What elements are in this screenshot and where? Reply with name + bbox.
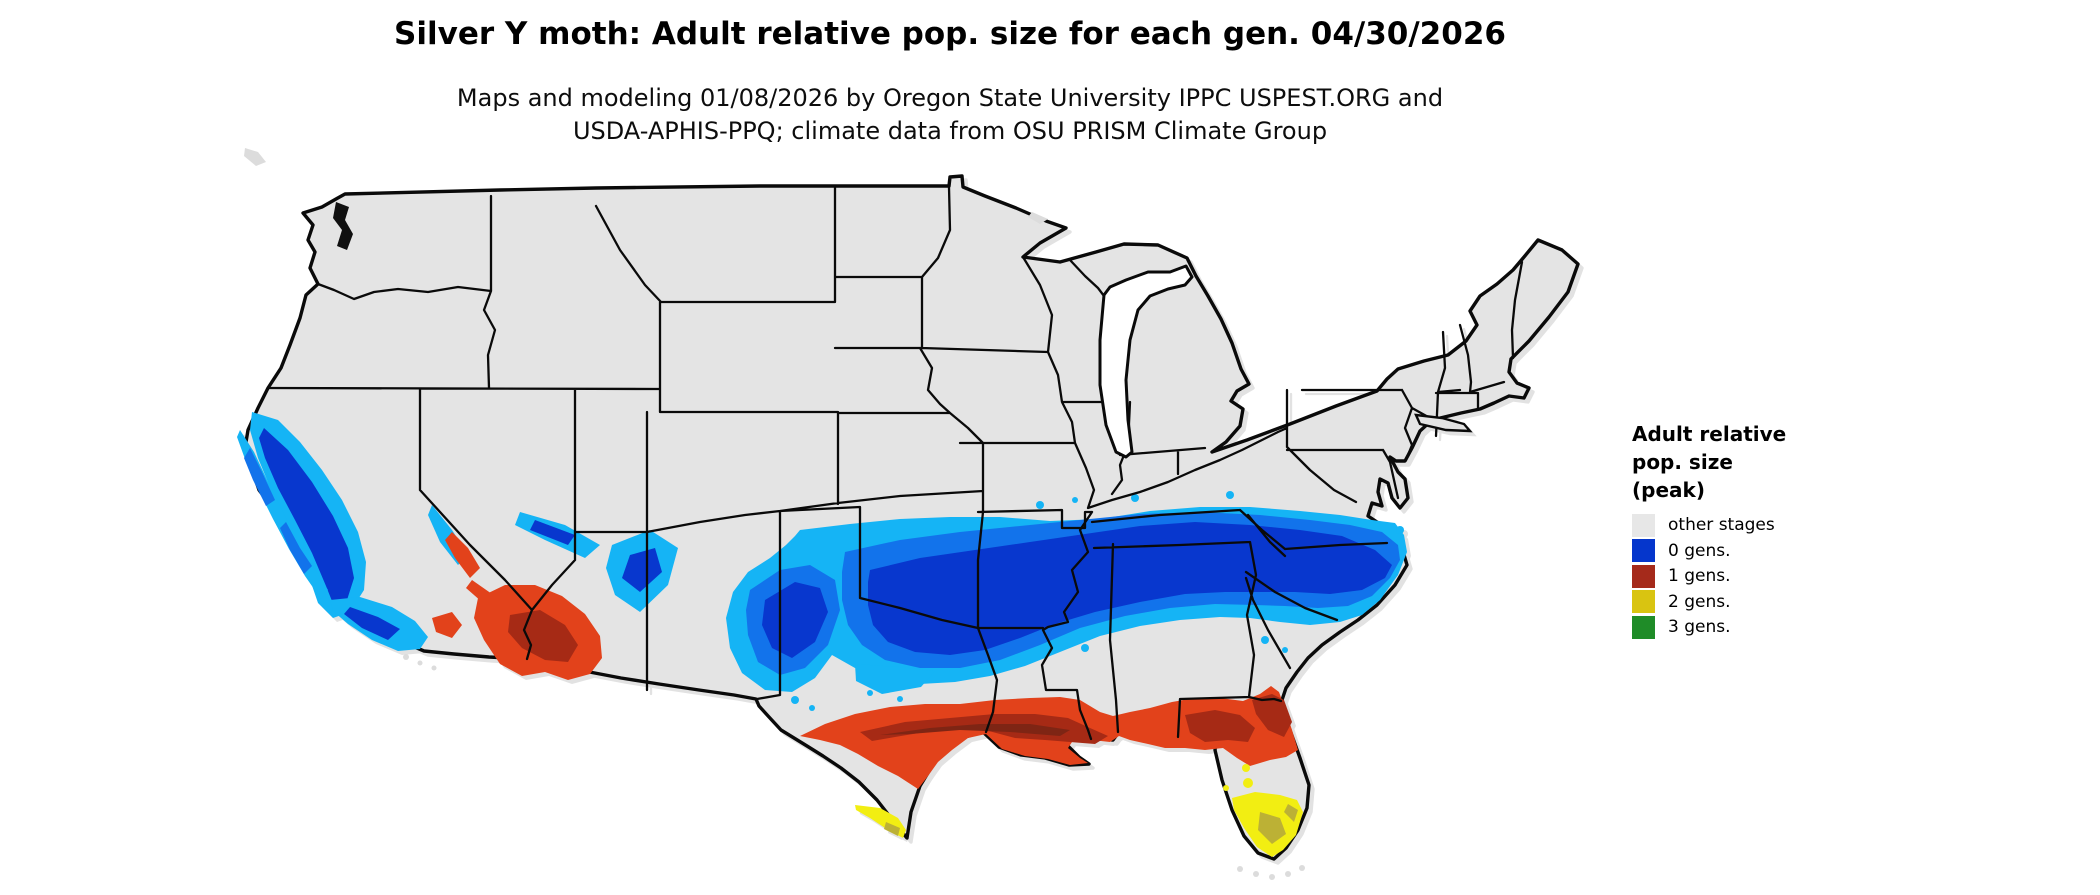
region-1gens-panhandle-core (1185, 710, 1255, 742)
legend-item-0-gens: 0 gens. (1632, 539, 1892, 563)
legend-label-0-gens: 0 gens. (1668, 540, 1731, 561)
region-0gens-coastrange-mid-b (280, 522, 312, 574)
legend-label-other-stages: other stages (1668, 515, 1775, 535)
region-2gens-florida-olive-b (1284, 804, 1298, 822)
region-1gens-az-streak-b (466, 580, 492, 602)
legend-label-2-gens: 2 gens. (1668, 591, 1731, 612)
region-1gens-georgia-core (1252, 694, 1292, 737)
region-1gens-arizona-core (508, 610, 578, 662)
legend-swatch-other-stages (1632, 513, 1655, 537)
legend-item-3-gens: 3 gens. (1632, 615, 1892, 639)
state-borders (266, 185, 1524, 741)
edge-islands (244, 148, 1305, 880)
us-generations-map (237, 148, 1580, 880)
subtitle-line-2: USDA-APHIS-PPQ; climate data from OSU PR… (572, 117, 1328, 145)
region-0gens-coastrange-mid-a (244, 448, 275, 506)
legend-title-line-2: pop. size (1632, 450, 1733, 474)
florida-key (1269, 874, 1275, 880)
legend-label-1-gens: 1 gens. (1668, 566, 1731, 586)
subtitle-line-1: Maps and modeling 01/08/2026 by Oregon S… (456, 84, 1444, 112)
region-0gens-socal-dark (344, 607, 400, 640)
map-legend: Adult relative pop. size (peak) other st… (1632, 420, 1892, 641)
region-2gens-florida-spots (1223, 764, 1253, 791)
channel-island (403, 654, 409, 660)
legend-item-1-gens: 1 gens. (1632, 564, 1892, 588)
isle-royale (1028, 212, 1048, 224)
region-0gens-speckles (791, 491, 1404, 711)
vancouver-island-fragment (244, 148, 266, 166)
region-1gens-gulf-deep (880, 724, 1070, 736)
puget-sound (333, 202, 353, 250)
legend-swatch-3-gens (1632, 615, 1655, 639)
legend-label-3-gens: 3 gens. (1668, 617, 1731, 637)
legend-item-2-gens: 2 gens. (1632, 590, 1892, 614)
channel-island (417, 660, 423, 666)
florida-key (1285, 871, 1291, 877)
region-0gens-westtexas-dark (762, 582, 828, 658)
region-0gens-texas-tongue (855, 664, 935, 694)
page-title: Silver Y moth: Adult relative pop. size … (394, 16, 1506, 52)
florida-key (1253, 871, 1259, 877)
region-0gens-nm-az-dark (622, 548, 662, 592)
florida-key (1237, 866, 1243, 872)
legend-item-other-stages: other stages (1632, 513, 1892, 537)
long-island (1414, 413, 1473, 433)
legend-title-line-3: (peak) (1632, 478, 1705, 502)
channel-island (431, 665, 437, 671)
legend-title-line-1: Adult relative (1632, 422, 1787, 446)
region-1gens-az-streak-a (445, 532, 480, 578)
region-0gens-sierra-dark (259, 428, 354, 606)
region-1gens-imperial-spot (432, 612, 462, 638)
lake-michigan (1098, 264, 1194, 459)
legend-swatch-0-gens (1632, 539, 1655, 562)
legend-swatch-1-gens (1632, 564, 1655, 588)
region-2gens-florida-olive-a (1258, 812, 1286, 844)
legend-swatch-2-gens (1632, 590, 1655, 613)
region-0gens-band-dark (868, 522, 1392, 655)
florida-key (1299, 865, 1305, 871)
region-0gens-mogollon-dark (530, 520, 575, 545)
region-2gens-southtexas-tip (884, 822, 900, 836)
